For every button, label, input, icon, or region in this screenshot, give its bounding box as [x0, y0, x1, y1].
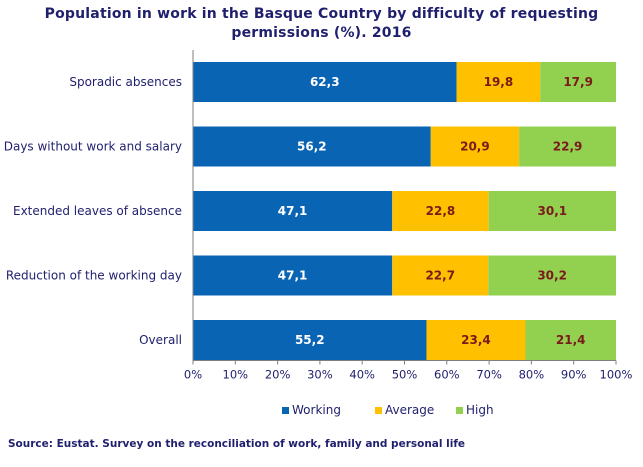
bar-high: [488, 191, 616, 231]
chart-title: Population in work in the Basque Country…: [44, 6, 599, 41]
x-tick-label: 90%: [561, 368, 587, 382]
x-tick-label: 100%: [600, 368, 633, 382]
x-tick-label: 10%: [223, 368, 249, 382]
bar-high: [519, 126, 616, 167]
bar-high: [540, 62, 616, 102]
category-label: Reduction of the working day: [6, 269, 182, 283]
legend-swatch-high: [456, 407, 463, 414]
bar-working: [193, 255, 393, 296]
legend-swatch-average: [375, 407, 382, 414]
category-label: Days without work and salary: [4, 140, 182, 154]
bar-average: [430, 126, 520, 167]
data-label: 22,9: [553, 140, 583, 154]
bar-working: [193, 191, 393, 231]
bar-working: [193, 126, 431, 167]
category-label: Extended leaves of absence: [13, 204, 182, 218]
bar-working: [193, 320, 427, 360]
x-tick-label: 50%: [392, 368, 418, 382]
x-tick-label: 80%: [519, 368, 545, 382]
data-label: 56,2: [297, 140, 327, 154]
data-label: 62,3: [310, 75, 340, 89]
legend-label-average: Average: [385, 403, 434, 417]
x-tick-label: 40%: [349, 368, 375, 382]
bar-average: [392, 255, 489, 296]
x-tick-label: 30%: [307, 368, 333, 382]
x-tick-label: 0%: [184, 368, 202, 382]
chart-source: Source: Eustat. Survey on the reconcilia…: [8, 438, 466, 450]
bar-high: [488, 255, 616, 296]
data-label: 21,4: [556, 333, 586, 347]
data-label: 20,9: [460, 140, 490, 154]
data-label: 17,9: [563, 75, 593, 89]
data-label: 55,2: [295, 333, 325, 347]
data-label: 22,8: [426, 204, 456, 218]
x-tick-label: 20%: [265, 368, 291, 382]
data-label: 47,1: [278, 269, 308, 283]
legend-label-high: High: [466, 403, 494, 417]
bar-working: [193, 62, 457, 102]
data-label: 30,2: [537, 269, 567, 283]
bar-average: [426, 320, 526, 360]
data-label: 19,8: [484, 75, 514, 89]
x-tick-label: 60%: [434, 368, 460, 382]
bar-high: [525, 320, 616, 360]
category-label: Sporadic absences: [69, 75, 182, 89]
data-label: 23,4: [461, 333, 491, 347]
category-label: Overall: [139, 333, 182, 347]
bar-average: [456, 62, 541, 102]
x-tick-label: 70%: [476, 368, 502, 382]
data-label: 22,7: [425, 269, 455, 283]
data-label: 47,1: [278, 204, 308, 218]
data-label: 30,1: [538, 204, 568, 218]
bar-average: [392, 191, 489, 231]
legend-label-working: Working: [292, 403, 341, 417]
legend-swatch-working: [282, 407, 289, 414]
